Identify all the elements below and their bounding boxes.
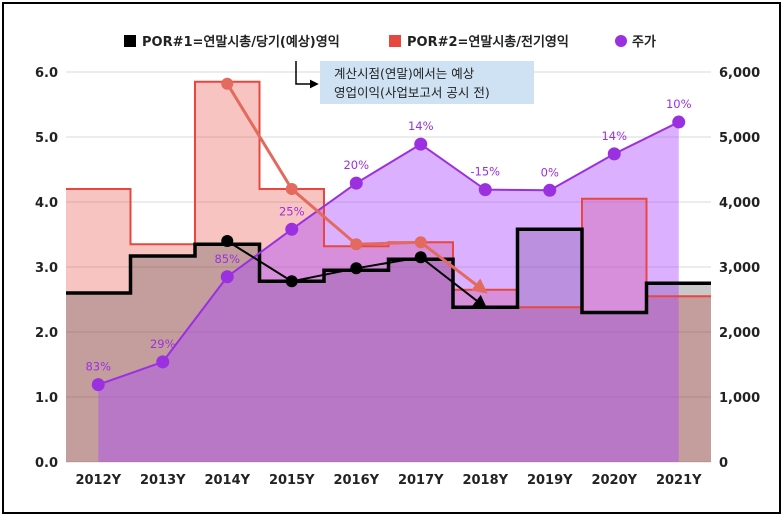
x-tick-2014Y: 2014Y bbox=[204, 473, 250, 488]
por2-trend-point-1 bbox=[285, 183, 298, 195]
y-left-tick-5: 5.0 bbox=[35, 131, 58, 146]
y-left-tick-6: 6.0 bbox=[35, 66, 58, 81]
legend-label-price: 주가 bbox=[632, 35, 656, 50]
x-tick-2012Y: 2012Y bbox=[75, 473, 121, 488]
price-change-label-2019Y: 0% bbox=[541, 165, 559, 179]
axes: 0.0 1.0 2.0 3.0 4.0 5.0 6.0 0 1,000 2,000 3,000 4,0… bbox=[35, 66, 760, 488]
por1-trend-point-1 bbox=[285, 275, 298, 288]
y-right-tick-3: 3,000 bbox=[719, 261, 760, 276]
x-tick-2013Y: 2013Y bbox=[140, 473, 186, 488]
legend-item-por2[interactable]: POR#2=연말시총/전기영익 bbox=[389, 34, 569, 50]
price-change-label-2015Y: 25% bbox=[279, 204, 305, 218]
price-point-2014Y bbox=[220, 270, 234, 284]
y-left-tick-3: 3.0 bbox=[35, 261, 58, 276]
annotation-note: 계산시점(연말)에서는 예상 영업이익(사업보고서 공시 전) bbox=[295, 61, 534, 104]
x-tick-2019Y: 2019Y bbox=[527, 473, 573, 488]
price-change-label-2017Y: 14% bbox=[408, 119, 434, 133]
chart-svg: 83% 29% 85% 25% 20% 14% -15% 0% 14% 10% 0.0 1.0 2.0… bbox=[35, 34, 760, 488]
grid-lines bbox=[66, 71, 711, 463]
por1-step-line bbox=[66, 227, 711, 315]
price-change-label-2021Y: 10% bbox=[666, 97, 692, 111]
price-change-label-2014Y: 85% bbox=[214, 252, 240, 266]
legend-item-price[interactable]: 주가 bbox=[615, 35, 656, 50]
por2-trend-point-0 bbox=[221, 77, 234, 90]
y-right-tick-2: 2,000 bbox=[719, 326, 760, 341]
legend-label-por2: POR#2=연말시총/전기영익 bbox=[407, 34, 569, 50]
y-right-tick-1: 1,000 bbox=[719, 391, 760, 406]
note-line-2: 영업이익(사업보고서 공시 전) bbox=[334, 85, 490, 100]
price-point-2016Y bbox=[349, 176, 363, 190]
y-right-tick-0: 0 bbox=[719, 456, 728, 471]
price-point-2019Y bbox=[543, 183, 557, 197]
price-change-label-2018Y: -15% bbox=[470, 165, 500, 179]
series-areas bbox=[66, 81, 711, 463]
price-line bbox=[97, 121, 680, 386]
legend: POR#1=연말시총/당기(예상)영익 POR#2=연말시총/전기영익 주가 bbox=[124, 34, 656, 50]
series-marks: 83% 29% 85% 25% 20% 14% -15% 0% 14% 10% bbox=[85, 77, 692, 392]
price-point-2021Y bbox=[672, 115, 686, 129]
x-tick-2016Y: 2016Y bbox=[333, 473, 379, 488]
price-point-2020Y bbox=[607, 147, 621, 161]
por2-trend-point-2 bbox=[350, 238, 363, 251]
price-area bbox=[98, 122, 679, 463]
x-tick-2017Y: 2017Y bbox=[398, 473, 444, 488]
x-tick-2021Y: 2021Y bbox=[656, 473, 702, 488]
legend-item-por1[interactable]: POR#1=연말시총/당기(예상)영익 bbox=[124, 34, 340, 50]
y-left-tick-2: 2.0 bbox=[35, 326, 58, 341]
por1-area bbox=[66, 229, 711, 462]
y-left-tick-0: 0.0 bbox=[35, 456, 58, 471]
price-change-label-2016Y: 20% bbox=[343, 158, 369, 172]
x-tick-2020Y: 2020Y bbox=[591, 473, 637, 488]
y-right-tick-5: 5,000 bbox=[719, 131, 760, 146]
y-right-tick-4: 4,000 bbox=[719, 196, 760, 211]
price-point-2012Y bbox=[91, 378, 105, 392]
y-left-tick-4: 4.0 bbox=[35, 196, 58, 211]
price-point-2013Y bbox=[156, 355, 170, 369]
por1-trend-point-2 bbox=[350, 262, 363, 275]
y-left-tick-1: 1.0 bbox=[35, 391, 58, 406]
por1-trend-point-0 bbox=[221, 235, 234, 247]
price-point-2017Y bbox=[414, 137, 428, 151]
note-line-1: 계산시점(연말)에서는 예상 bbox=[334, 66, 475, 81]
price-change-label-2013Y: 29% bbox=[150, 337, 176, 351]
x-tick-2015Y: 2015Y bbox=[269, 473, 315, 488]
legend-label-por1: POR#1=연말시총/당기(예상)영익 bbox=[142, 34, 340, 50]
y-right-tick-6: 6,000 bbox=[719, 66, 760, 81]
por1-trend-point-3 bbox=[414, 251, 427, 264]
price-change-label-2020Y: 14% bbox=[601, 129, 627, 143]
x-tick-2018Y: 2018Y bbox=[462, 473, 508, 488]
price-point-2015Y bbox=[285, 222, 299, 236]
price-change-label-2012Y: 83% bbox=[85, 360, 111, 374]
por2-trend-point-3 bbox=[414, 236, 427, 249]
price-point-2018Y bbox=[478, 183, 492, 197]
